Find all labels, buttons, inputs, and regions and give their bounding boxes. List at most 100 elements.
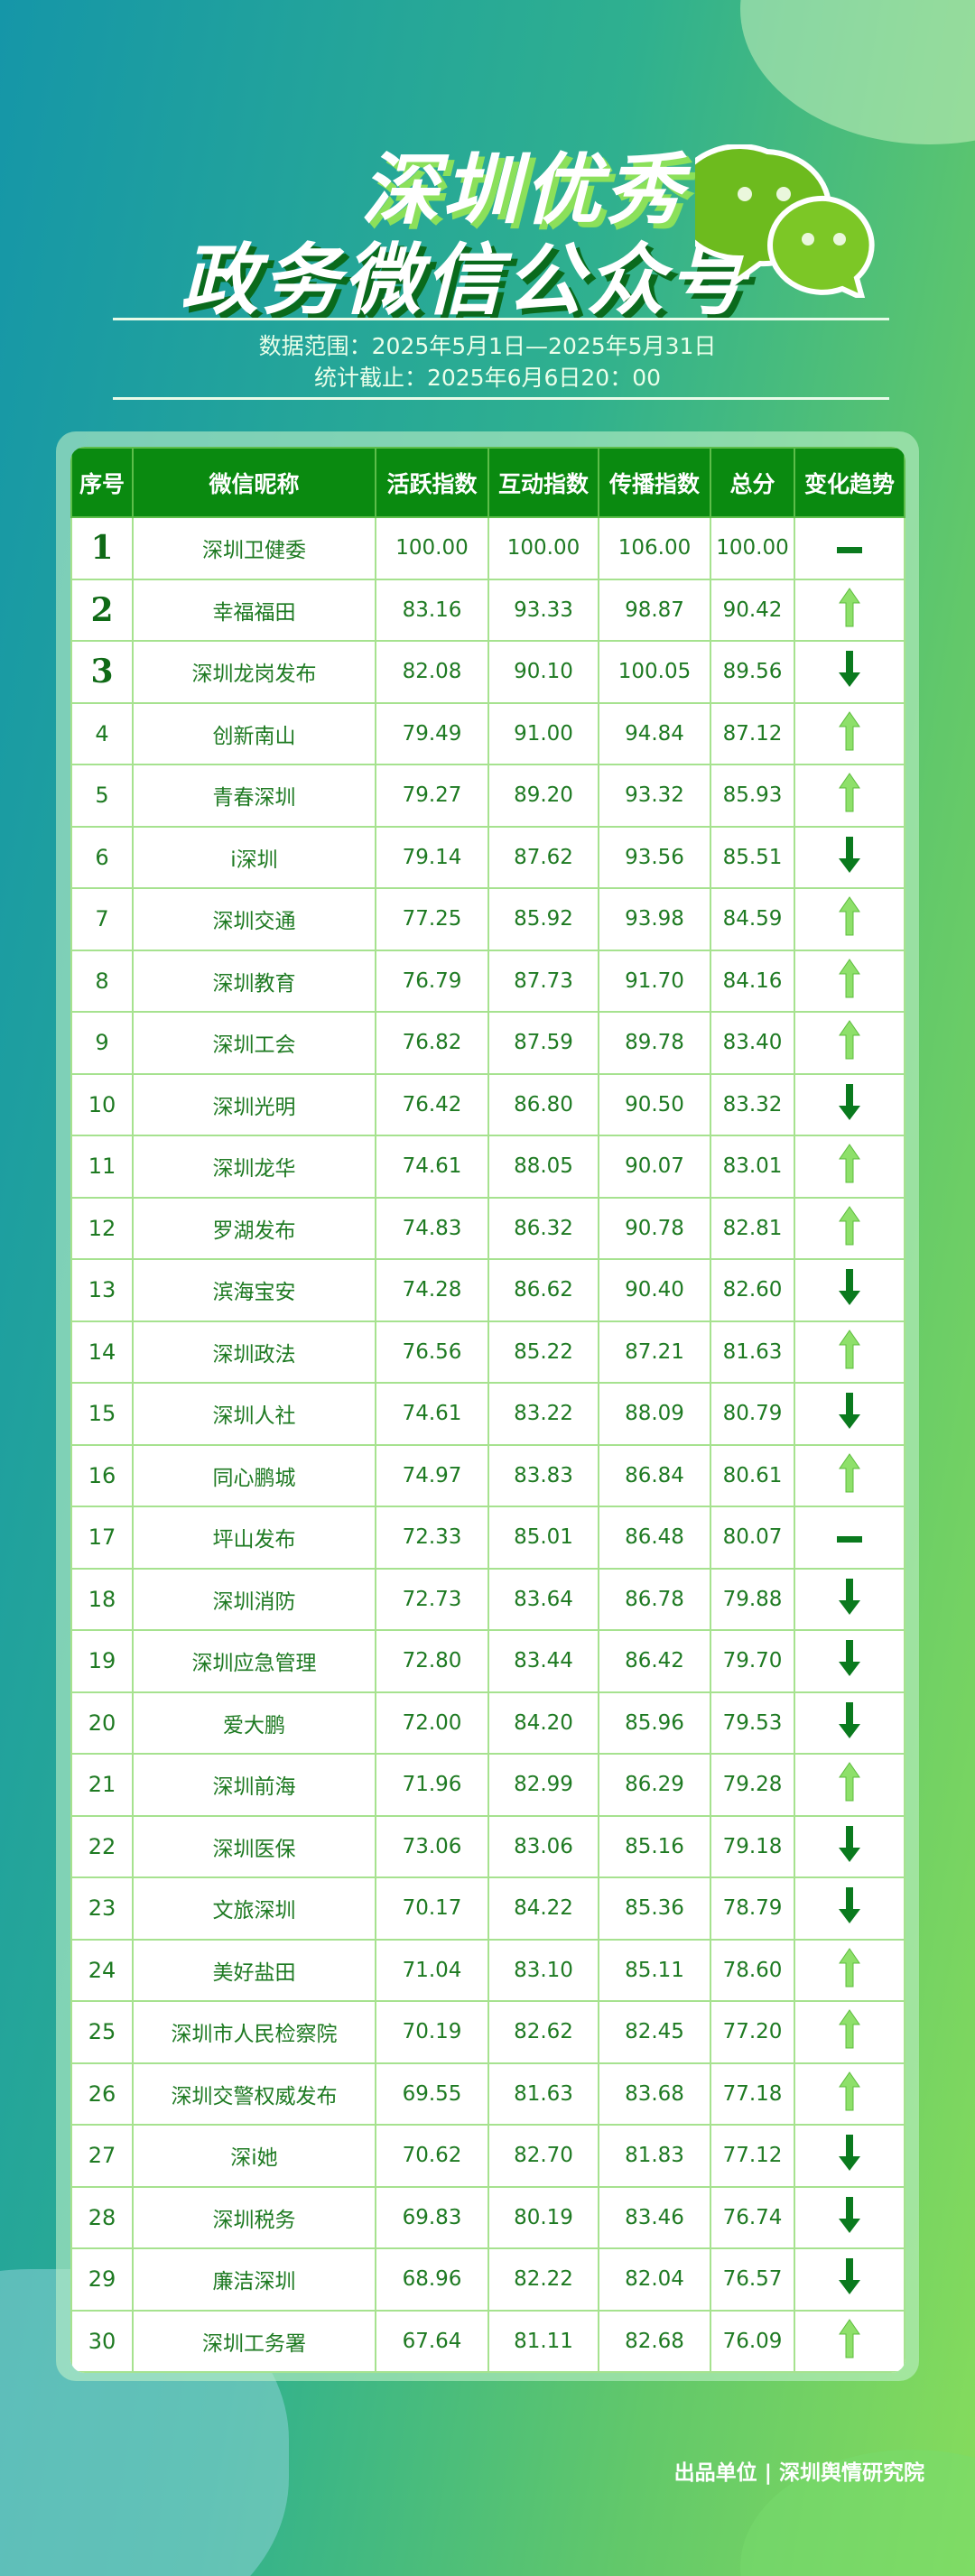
interaction-cell: 85.92 <box>488 887 599 951</box>
spread-cell: 86.78 <box>598 1567 711 1631</box>
activity-cell: 74.97 <box>375 1443 489 1507</box>
rank-cell: 15 <box>70 1382 134 1446</box>
interaction-cell: 89.20 <box>488 764 599 828</box>
activity-cell: 70.17 <box>375 1876 489 1941</box>
interaction-cell: 83.10 <box>488 1938 599 2002</box>
activity-cell: 68.96 <box>375 2247 489 2312</box>
trend-flat-icon <box>794 516 905 580</box>
trend-up-icon <box>794 578 905 642</box>
name-cell: 美好盐田 <box>132 1938 376 2002</box>
interaction-cell: 91.00 <box>488 701 599 765</box>
rank-cell: 30 <box>70 2309 134 2373</box>
table-row: 8 深圳教育 76.79 87.73 91.70 84.16 <box>70 949 905 1013</box>
rank-cell: 7 <box>70 887 134 951</box>
name-cell: 坪山发布 <box>132 1506 376 1570</box>
total-cell: 77.18 <box>710 2062 795 2126</box>
spread-cell: 82.45 <box>598 2000 711 2064</box>
rank-cell: 29 <box>70 2247 134 2312</box>
activity-cell: 70.62 <box>375 2124 489 2188</box>
table-row: 6 i深圳 79.14 87.62 93.56 85.51 <box>70 825 905 889</box>
table-row: 9 深圳工会 76.82 87.59 89.78 83.40 <box>70 1011 905 1075</box>
total-cell: 85.51 <box>710 825 795 889</box>
total-cell: 87.12 <box>710 701 795 765</box>
interaction-cell: 100.00 <box>488 516 599 580</box>
name-cell: 同心鹏城 <box>132 1443 376 1507</box>
name-cell: 深圳前海 <box>132 1753 376 1817</box>
table-row: 4 创新南山 79.49 91.00 94.84 87.12 <box>70 701 905 765</box>
rank-cell: 3 <box>70 640 134 704</box>
table-row: 7 深圳交通 77.25 85.92 93.98 84.59 <box>70 887 905 951</box>
column-header: 互动指数 <box>488 447 599 518</box>
trend-down-icon <box>794 1876 905 1941</box>
name-cell: 深圳医保 <box>132 1814 376 1878</box>
spread-cell: 82.68 <box>598 2309 711 2373</box>
table-row: 15 深圳人社 74.61 83.22 88.09 80.79 <box>70 1382 905 1446</box>
trend-down-icon <box>794 1258 905 1322</box>
table-row: 2 幸福福田 83.16 93.33 98.87 90.42 <box>70 578 905 642</box>
table-row: 17 坪山发布 72.33 85.01 86.48 80.07 <box>70 1506 905 1570</box>
spread-cell: 100.05 <box>598 640 711 704</box>
name-cell: 罗湖发布 <box>132 1196 376 1260</box>
trend-flat-icon <box>794 1506 905 1570</box>
trend-up-icon <box>794 1443 905 1507</box>
activity-cell: 79.49 <box>375 701 489 765</box>
interaction-cell: 84.20 <box>488 1691 599 1755</box>
name-cell: 创新南山 <box>132 701 376 765</box>
spread-cell: 86.84 <box>598 1443 711 1507</box>
table-row: 27 深i她 70.62 82.70 81.83 77.12 <box>70 2124 905 2188</box>
column-header: 微信昵称 <box>132 447 376 518</box>
activity-cell: 77.25 <box>375 887 489 951</box>
spread-cell: 85.16 <box>598 1814 711 1878</box>
trend-up-icon <box>794 2062 905 2126</box>
activity-cell: 71.96 <box>375 1753 489 1817</box>
column-header: 变化趋势 <box>794 447 905 518</box>
total-cell: 80.79 <box>710 1382 795 1446</box>
rank-cell: 21 <box>70 1753 134 1817</box>
total-cell: 76.74 <box>710 2185 795 2249</box>
name-cell: 深圳教育 <box>132 949 376 1013</box>
rank-cell: 13 <box>70 1258 134 1322</box>
trend-up-icon <box>794 1320 905 1384</box>
name-cell: 深圳消防 <box>132 1567 376 1631</box>
spread-cell: 85.36 <box>598 1876 711 1941</box>
title-line1: 深圳优秀 <box>361 145 686 236</box>
activity-cell: 79.27 <box>375 764 489 828</box>
interaction-cell: 85.22 <box>488 1320 599 1384</box>
total-cell: 84.59 <box>710 887 795 951</box>
total-cell: 82.81 <box>710 1196 795 1260</box>
column-header: 传播指数 <box>598 447 711 518</box>
total-cell: 79.70 <box>710 1629 795 1693</box>
trend-up-icon <box>794 1753 905 1817</box>
name-cell: 文旅深圳 <box>132 1876 376 1941</box>
trend-up-icon <box>794 701 905 765</box>
name-cell: 深圳税务 <box>132 2185 376 2249</box>
spread-cell: 86.42 <box>598 1629 711 1693</box>
name-cell: 爱大鹏 <box>132 1691 376 1755</box>
trend-down-icon <box>794 1382 905 1446</box>
trend-up-icon <box>794 949 905 1013</box>
activity-cell: 74.28 <box>375 1258 489 1322</box>
activity-cell: 67.64 <box>375 2309 489 2373</box>
activity-cell: 69.83 <box>375 2185 489 2249</box>
table-row: 5 青春深圳 79.27 89.20 93.32 85.93 <box>70 764 905 828</box>
trend-up-icon <box>794 1938 905 2002</box>
spread-cell: 90.40 <box>598 1258 711 1322</box>
rank-cell: 18 <box>70 1567 134 1631</box>
spread-cell: 85.11 <box>598 1938 711 2002</box>
spread-cell: 94.84 <box>598 701 711 765</box>
table-row: 12 罗湖发布 74.83 86.32 90.78 82.81 <box>70 1196 905 1260</box>
interaction-cell: 83.22 <box>488 1382 599 1446</box>
total-cell: 84.16 <box>710 949 795 1013</box>
interaction-cell: 81.11 <box>488 2309 599 2373</box>
rank-cell: 24 <box>70 1938 134 2002</box>
interaction-cell: 88.05 <box>488 1135 599 1199</box>
table-row: 19 深圳应急管理 72.80 83.44 86.42 79.70 <box>70 1629 905 1693</box>
spread-cell: 90.78 <box>598 1196 711 1260</box>
trend-up-icon <box>794 2000 905 2064</box>
activity-cell: 76.82 <box>375 1011 489 1075</box>
interaction-cell: 82.62 <box>488 2000 599 2064</box>
name-cell: 深圳卫健委 <box>132 516 376 580</box>
name-cell: 深圳龙华 <box>132 1135 376 1199</box>
trend-down-icon <box>794 2247 905 2312</box>
